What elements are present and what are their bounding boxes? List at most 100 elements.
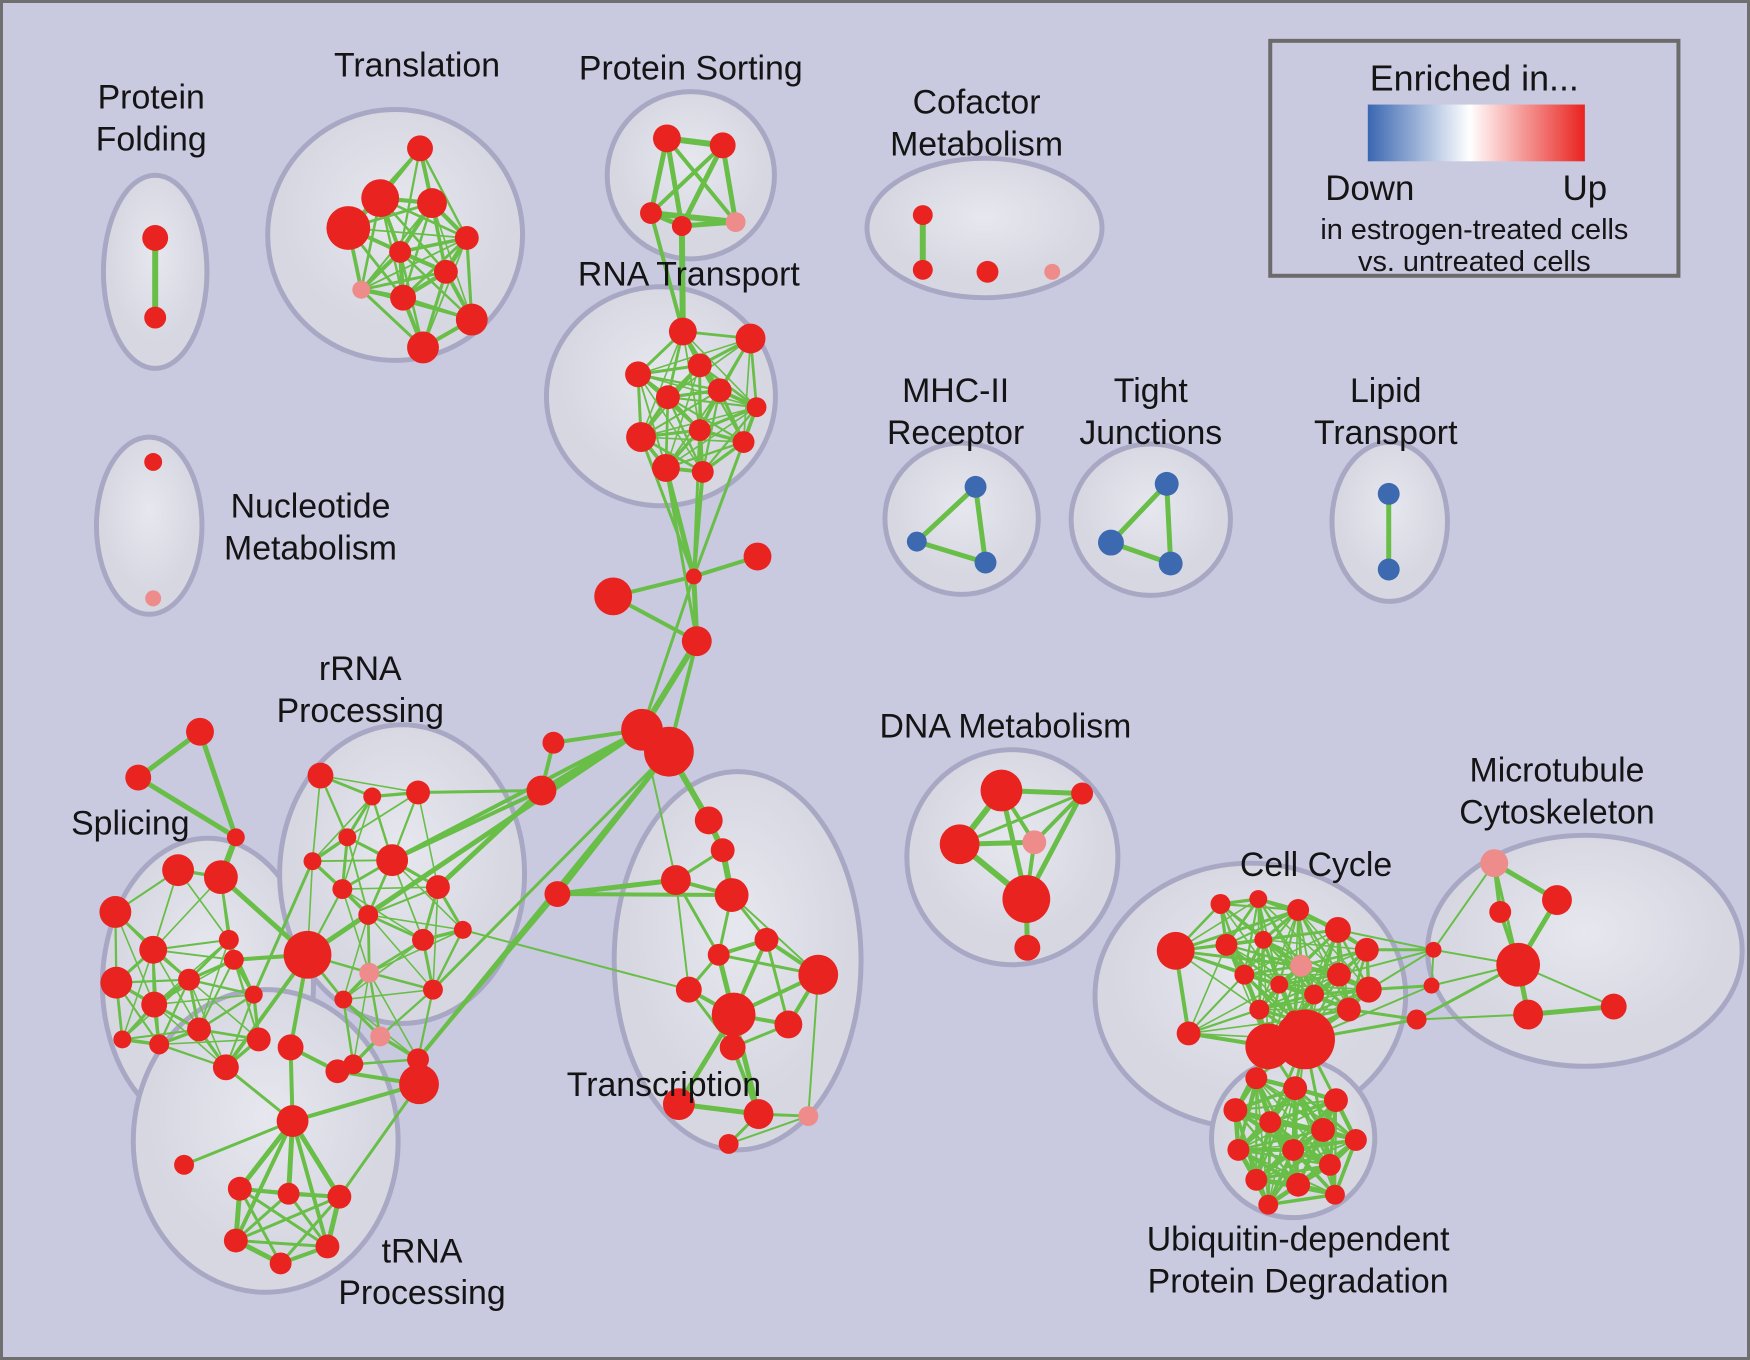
node xyxy=(174,1154,195,1175)
node xyxy=(1304,984,1325,1005)
legend-note-line2: vs. untreated cells xyxy=(1358,246,1591,278)
node xyxy=(455,303,488,336)
node xyxy=(774,1010,803,1039)
node xyxy=(1044,263,1061,280)
node xyxy=(1249,999,1270,1020)
node xyxy=(142,225,169,251)
edge xyxy=(720,142,739,225)
node xyxy=(668,317,697,346)
microtubule-cytoskeleton-label: Microtubule xyxy=(1470,752,1645,790)
trna-processing-label: tRNA xyxy=(382,1232,463,1270)
edge xyxy=(682,330,758,409)
splicing-label: Splicing xyxy=(71,804,189,842)
node xyxy=(363,787,382,806)
edge xyxy=(678,223,686,335)
node xyxy=(1287,899,1310,921)
node xyxy=(203,860,238,895)
node xyxy=(1022,830,1047,855)
node xyxy=(1325,916,1351,943)
node xyxy=(687,353,712,378)
node xyxy=(370,1026,391,1047)
node xyxy=(425,875,450,900)
nucleotide-metabolism-label: Metabolism xyxy=(224,530,397,568)
edge xyxy=(665,364,701,469)
edge xyxy=(311,774,322,863)
edge xyxy=(290,1082,422,1124)
edge xyxy=(359,270,448,292)
node xyxy=(149,1034,170,1055)
node xyxy=(1223,1098,1248,1123)
edge xyxy=(807,973,820,1118)
microtubule-cytoskeleton-label: Cytoskeleton xyxy=(1459,793,1655,831)
node xyxy=(1227,1138,1250,1161)
edge xyxy=(341,888,371,974)
node xyxy=(145,590,162,607)
node xyxy=(743,542,772,571)
ubiquitin-degradation-label: Protein Degradation xyxy=(1148,1262,1449,1300)
edge xyxy=(1337,948,1435,976)
node xyxy=(1489,901,1512,923)
edge xyxy=(252,859,314,997)
edge xyxy=(290,1119,330,1249)
tight-junctions-label: Junctions xyxy=(1079,414,1222,452)
node xyxy=(710,838,735,863)
node xyxy=(359,962,380,983)
edge xyxy=(679,142,726,229)
node xyxy=(125,764,152,791)
node xyxy=(361,179,400,218)
edge xyxy=(461,928,690,991)
edge xyxy=(342,998,355,1066)
node xyxy=(227,1176,252,1201)
edge xyxy=(727,1115,810,1145)
protein-folding-label: Protein xyxy=(98,79,205,117)
node xyxy=(327,1184,352,1209)
node xyxy=(433,259,458,284)
edge xyxy=(666,396,758,409)
edge xyxy=(238,1187,283,1265)
edge xyxy=(914,484,979,545)
node xyxy=(1290,954,1313,977)
node xyxy=(1215,933,1238,956)
edge xyxy=(640,389,721,439)
node xyxy=(688,419,711,442)
edge xyxy=(701,389,721,474)
node xyxy=(1513,999,1544,1030)
node xyxy=(939,824,980,865)
node xyxy=(417,188,447,219)
node xyxy=(139,935,168,964)
node xyxy=(454,226,479,250)
node xyxy=(246,1027,271,1052)
node xyxy=(186,717,214,746)
node xyxy=(407,135,433,162)
node xyxy=(651,454,680,482)
node xyxy=(325,1059,350,1084)
edge xyxy=(1243,897,1260,976)
edge xyxy=(367,886,439,917)
node xyxy=(423,979,443,1000)
legend-note-line1: in estrogen-treated cells xyxy=(1320,214,1628,246)
node xyxy=(334,990,353,1009)
node xyxy=(1283,1076,1308,1101)
node xyxy=(1542,885,1572,915)
edge xyxy=(554,749,672,897)
node xyxy=(1311,1118,1335,1142)
edge xyxy=(114,911,155,1006)
edge xyxy=(692,428,702,578)
node xyxy=(1286,1172,1311,1197)
microtubule-cytoskeleton-ellipse xyxy=(1425,832,1745,1069)
edge xyxy=(368,929,464,974)
edge xyxy=(367,971,382,1038)
node xyxy=(1496,942,1541,987)
node xyxy=(709,132,736,159)
edge xyxy=(187,978,255,996)
edge xyxy=(346,836,370,916)
node xyxy=(1158,551,1183,576)
edge xyxy=(1297,909,1370,991)
edge xyxy=(1266,1193,1337,1207)
node xyxy=(244,985,263,1004)
edge xyxy=(341,886,439,890)
node xyxy=(1154,471,1179,496)
node xyxy=(719,1034,746,1061)
edge xyxy=(431,928,465,991)
